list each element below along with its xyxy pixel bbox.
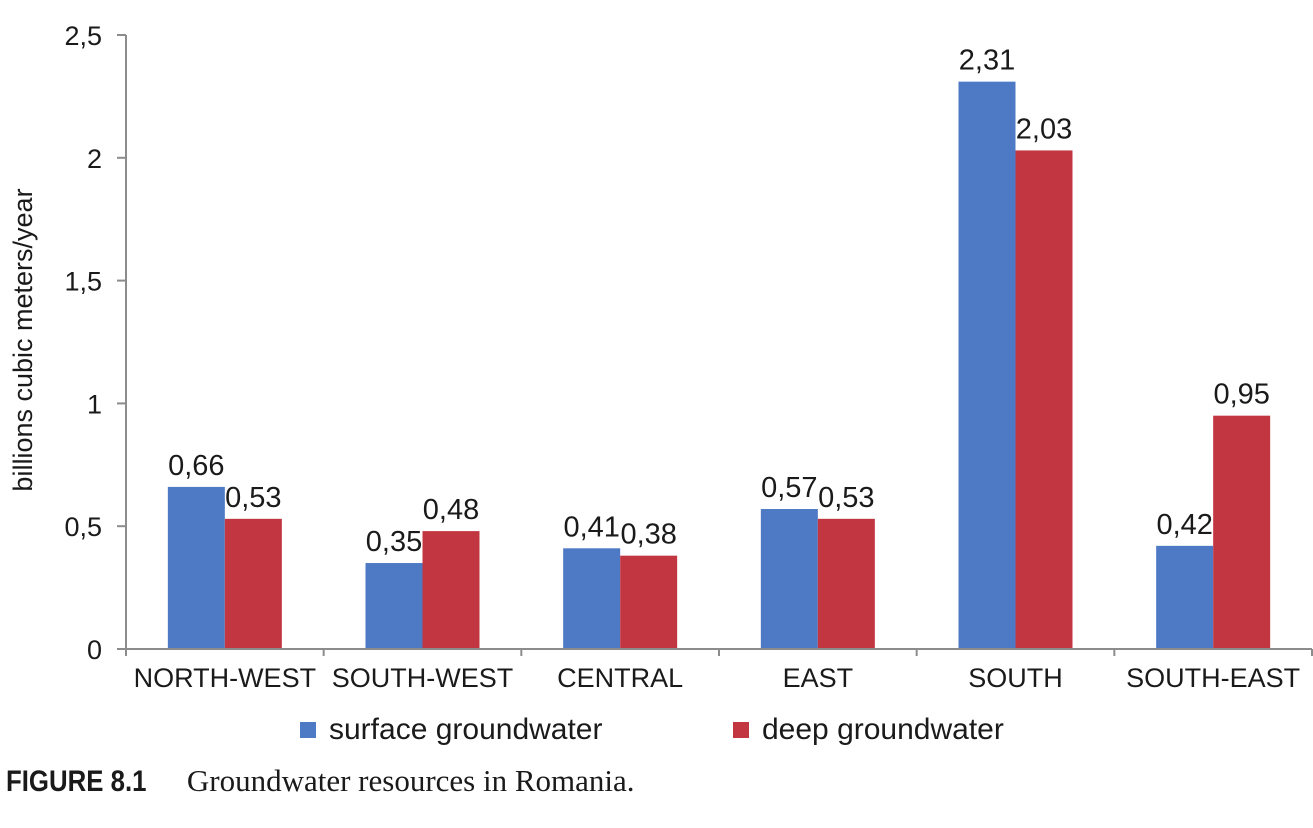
data-label: 0,42 [1156,509,1212,541]
bar-chart: 0 0,5 1 1,5 2 2,5 NORTH-WEST SOUTH-WEST CENTRAL E… [8,21,1313,746]
x-tick-label: EAST [783,663,854,693]
axes-layer: 0 0,5 1 1,5 2 2,5 NORTH-WEST SOUTH-WEST CENTRAL E… [64,21,1313,693]
x-tick-label: SOUTH-WEST [332,663,514,693]
x-tick-label: CENTRAL [557,663,683,693]
bar-surface-east [760,509,818,649]
data-label: 0,35 [366,526,422,558]
bar-deep-north-west [224,518,282,649]
figure-number: FIGURE 8.1 [6,765,147,798]
x-tick-label: SOUTH [968,663,1063,693]
legend-label-surface: surface groundwater [329,713,603,746]
data-label: 0,66 [168,450,224,482]
bar-surface-south-west [365,563,423,649]
y-tick-label: 1,5 [64,267,102,297]
data-label: 0,53 [225,482,281,514]
data-label: 0,41 [563,511,619,543]
bar-deep-south-east [1213,415,1271,649]
legend-label-deep: deep groundwater [762,713,1004,746]
data-label: 2,03 [1016,113,1072,145]
legend-swatch-surface [300,722,316,738]
y-tick-label: 0 [87,635,102,665]
figure-caption-text: Groundwater resources in Romania. [186,763,635,798]
y-tick-label: 0,5 [64,512,102,542]
bar-surface-south [958,81,1016,649]
x-tick-label: NORTH-WEST [134,663,317,693]
bar-deep-south [1015,150,1073,649]
y-axis-title: billions cubic meters/year [8,188,38,491]
bar-surface-north-west [167,486,225,649]
bar-deep-south-west [422,531,480,649]
bar-deep-east [817,518,875,649]
legend-swatch-deep [733,722,749,738]
legend: surface groundwater deep groundwater [300,713,1004,746]
bars-layer [167,81,1271,649]
data-label: 0,38 [620,519,676,551]
labels-layer: 0,66 0,35 0,41 0,57 2,31 0,42 0,53 0,48 0,38 0,53… [168,45,1270,558]
y-tick-label: 1 [87,389,102,419]
y-tick-label: 2,5 [64,21,102,51]
x-tick-label: SOUTH-EAST [1126,663,1300,693]
data-label: 0,95 [1213,379,1269,411]
figure-caption: FIGURE 8.1 Groundwater resources in Roma… [6,763,635,799]
bar-deep-central [620,555,678,649]
bar-surface-central [563,548,621,649]
y-tick-label: 2 [87,144,102,174]
bar-surface-south-east [1156,545,1214,649]
data-label: 0,53 [818,482,874,514]
data-label: 2,31 [959,45,1015,77]
data-label: 0,57 [761,472,817,504]
data-label: 0,48 [423,494,479,526]
